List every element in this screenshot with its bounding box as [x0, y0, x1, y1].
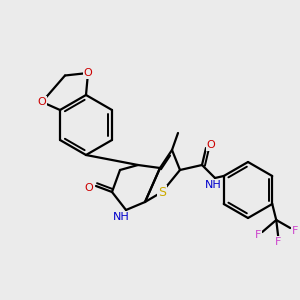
Text: O: O — [84, 68, 92, 78]
Text: O: O — [38, 97, 46, 107]
Text: NH: NH — [205, 180, 221, 190]
Text: S: S — [158, 185, 166, 199]
Text: O: O — [85, 183, 93, 193]
Text: O: O — [207, 140, 215, 150]
Text: F: F — [275, 237, 281, 247]
Text: F: F — [255, 230, 261, 240]
Text: NH: NH — [112, 212, 129, 222]
Text: F: F — [292, 226, 298, 236]
